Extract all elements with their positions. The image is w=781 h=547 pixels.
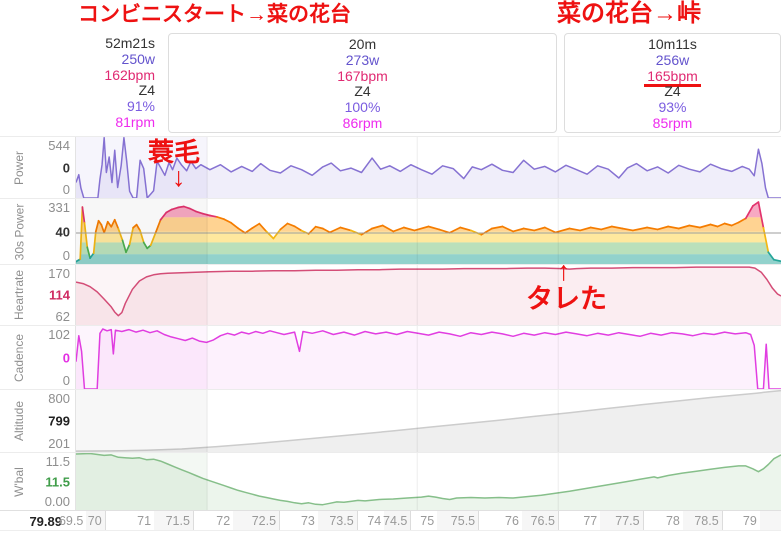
alt-ylabel-top: 800 (48, 391, 70, 406)
power-30s-chart[interactable]: 30s Power 331 40 0 (0, 198, 781, 264)
axis-tick-mark (721, 511, 723, 530)
axis-cell (521, 511, 558, 530)
down-arrow-icon: ↓ (172, 162, 186, 192)
cad-ylabel-top: 102 (48, 327, 70, 342)
axis-tick-label: 76.5 (530, 514, 555, 528)
axis-cell (600, 511, 643, 530)
annotation-segment-1: コンビニスタート→菜の花台 (78, 3, 351, 26)
altitude-chart[interactable]: Altitude 800 799 201 (0, 389, 781, 452)
axis-tick-mark (557, 511, 559, 530)
ride-cadence: 81rpm (115, 113, 155, 130)
sel1-cadence: 86rpm (342, 114, 383, 131)
axis-tick-label: 77 (583, 514, 598, 528)
annotation-tareta: タレた (526, 284, 607, 314)
annotation-minoge: 蓑毛 (148, 137, 201, 167)
cad-ylabel-bot: 0 (62, 373, 70, 388)
wbal-ylabel-bot: 0.00 (44, 494, 70, 509)
hr-ylabel-top: 170 (48, 266, 70, 281)
axis-tick-mark (279, 511, 281, 530)
distance-axis[interactable]: 79.89 69.5 70 71 71.5 72 72.5 73 73.5 74 74.5 75 75… (0, 510, 781, 531)
axis-cell (317, 511, 357, 530)
alt-ylabel-bot: 201 (48, 436, 70, 451)
ride-zone: Z4 (138, 82, 155, 99)
axis-tick-label: 74.5 (383, 514, 408, 528)
power-chart[interactable]: Power 544 0 0 (0, 136, 781, 198)
axis-cell (437, 511, 479, 530)
ride-duration: 52m21s (105, 35, 155, 51)
cadence-chart[interactable]: Cadence 102 0 0 (0, 325, 781, 389)
annotation-segment-2: 菜の花台→峠 (557, 0, 701, 27)
cad-plot-area[interactable] (75, 326, 781, 389)
red-underline: 165bpm (644, 68, 701, 88)
hr-ylabel-mid: 114 (49, 287, 70, 303)
axis-tick-mark (410, 511, 412, 530)
axis-tick-label: 75 (420, 514, 435, 528)
sel2-zone: Z4 (664, 83, 681, 100)
wbal-chart[interactable]: W'bal 11.5 11.5 0.00 (0, 452, 781, 510)
axis-tick-label: 71.5 (165, 514, 190, 528)
axis-cell (154, 511, 193, 530)
hr-ylabel-bot: 62 (55, 309, 70, 324)
cad-ylabel-mid: 0 (62, 350, 70, 365)
axis-tick-label: 73 (300, 514, 315, 528)
axis-tick-mark (104, 511, 106, 530)
sel1-intensity: 100% (344, 99, 381, 116)
axis-tick-label: 72 (216, 514, 231, 528)
axis-cell (682, 511, 722, 530)
alt-plot-area[interactable] (75, 390, 781, 452)
ride-stats: 52m21s 250w 162bpm Z4 91% 81rpm (0, 35, 155, 131)
axis-tick-label: 75.5 (450, 514, 476, 528)
axis-tick-mark (642, 511, 644, 530)
sel1-duration: 20m (348, 36, 377, 52)
hr-plot-area[interactable] (75, 265, 781, 325)
ride-power: 250w (121, 50, 155, 67)
axis-tick-label: 70 (87, 514, 102, 528)
sel2-intensity: 93% (658, 99, 687, 116)
wbal-ylabel-mid: 11.5 (45, 474, 70, 489)
axis-tick-mark (478, 511, 480, 530)
axis-tick-label: 72.5 (251, 514, 277, 528)
power-plot-area[interactable] (75, 137, 781, 198)
cursor-distance-value: 79.89 (29, 514, 62, 529)
sel2-power: 256w (655, 51, 690, 68)
ride-heartrate: 162bpm (104, 66, 155, 83)
power-ylabel-top: 544 (48, 138, 70, 153)
wbal-plot-area[interactable] (75, 453, 781, 510)
axis-tick-label: 76 (505, 514, 519, 528)
sel2-duration: 10m11s (648, 36, 697, 52)
axis-tick-mark (192, 511, 194, 530)
sel2-cadence: 85rpm (652, 114, 693, 131)
axis-tick-label: 71 (137, 514, 152, 528)
axis-tick-label: 69.5 (58, 514, 84, 528)
axis-tick-label: 74 (367, 514, 382, 528)
axis-cell (384, 511, 411, 530)
selection-2-stats[interactable]: 10m11s 256w 165bpm Z4 93% 85rpm (564, 33, 781, 133)
axis-tick-label: 78 (665, 514, 680, 528)
ride-intensity: 91% (126, 98, 155, 115)
axis-tick-label: 79 (742, 514, 757, 528)
sel1-zone: Z4 (354, 83, 371, 100)
axis-cell (759, 511, 781, 530)
sel2-heartrate: 165bpm (565, 68, 780, 88)
p30-ylabel-top: 331 (48, 200, 70, 215)
power-ylabel-bot: 0 (62, 182, 70, 197)
p30-ylabel-mid: 40 (55, 224, 70, 239)
up-arrow-icon: ↑ (557, 256, 571, 286)
axis-tick-label: 78.5 (694, 514, 719, 528)
axis-tick-label: 77.5 (615, 514, 640, 528)
sel1-heartrate: 167bpm (337, 67, 388, 84)
alt-ylabel-mid: 799 (48, 413, 70, 429)
axis-cell (233, 511, 280, 530)
axis-tick-mark (356, 511, 358, 530)
axis-tick-label: 73.5 (329, 514, 354, 528)
sel1-power: 273w (345, 51, 380, 68)
selection-1-stats[interactable]: 20m 273w 167bpm Z4 100% 86rpm (168, 33, 557, 133)
p30-ylabel-bot: 0 (62, 248, 70, 263)
wbal-ylabel-top: 11.5 (45, 454, 70, 469)
axis-cell (86, 511, 105, 530)
p30-plot-area[interactable] (75, 199, 781, 264)
heartrate-chart[interactable]: Heartrate 170 114 62 (0, 264, 781, 325)
power-ylabel-mid: 0 (62, 160, 70, 175)
